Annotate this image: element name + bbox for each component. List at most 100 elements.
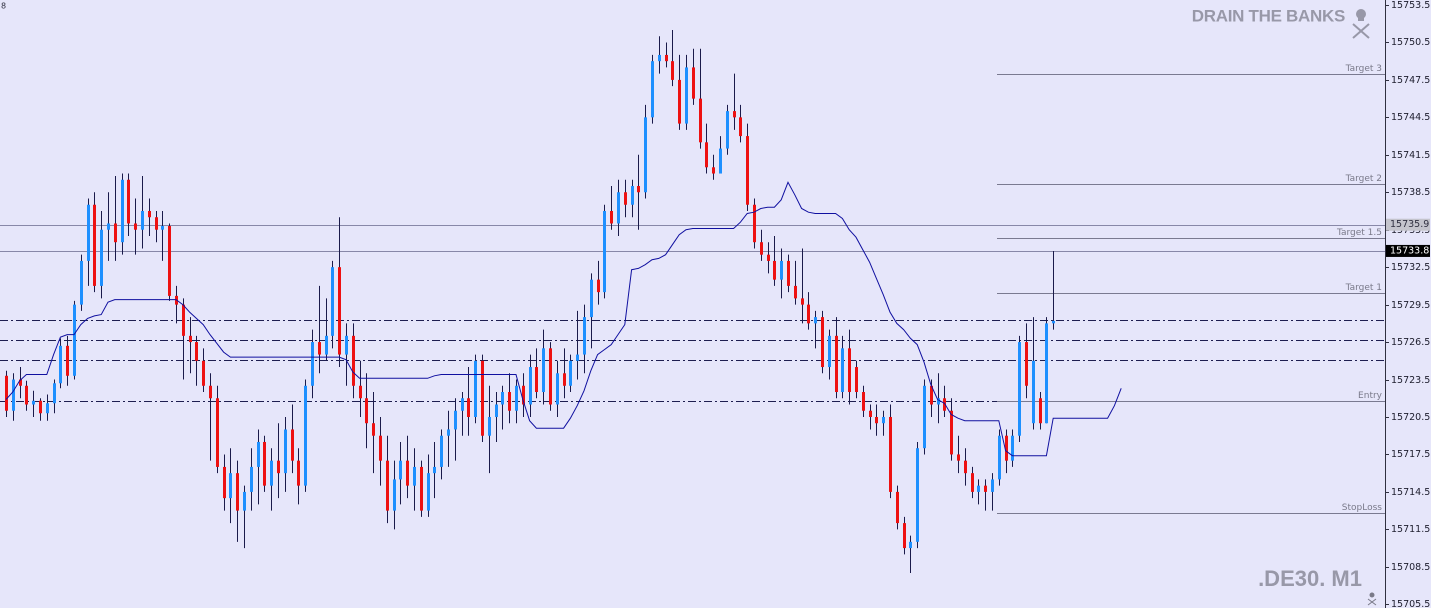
candle-body — [168, 225, 171, 296]
y-tick-label: 15747.5 — [1391, 75, 1430, 86]
candle-body — [563, 373, 566, 386]
candle-body — [127, 179, 130, 224]
candle-body — [19, 379, 22, 386]
candle-body — [848, 348, 851, 393]
candle-body — [433, 466, 436, 474]
candle-body — [882, 416, 885, 424]
candle-body — [529, 367, 532, 405]
candle-body — [209, 385, 212, 399]
candle-body — [807, 304, 810, 324]
candle-body — [556, 373, 559, 405]
candle-body — [195, 342, 198, 361]
y-tick-label: 15744.5 — [1391, 112, 1430, 123]
candle-body — [467, 398, 470, 417]
candle-body — [651, 61, 654, 118]
candle-body — [719, 148, 722, 174]
candle-body — [488, 416, 491, 436]
y-tick-label: 15720.5 — [1391, 412, 1430, 423]
candle-body — [617, 192, 620, 224]
candle-body — [508, 392, 511, 411]
candle-body — [923, 385, 926, 449]
candle-body — [991, 479, 994, 492]
candle-body — [141, 210, 144, 230]
candle-body — [835, 335, 838, 393]
candle-body — [100, 229, 103, 286]
y-tick-label: 15726.5 — [1391, 337, 1430, 348]
candle-body — [1045, 323, 1048, 424]
candle-body — [937, 398, 940, 405]
candle-body — [440, 435, 443, 467]
price-marker-box — [1386, 244, 1430, 257]
candle-body — [93, 204, 96, 286]
candle-body — [828, 335, 831, 368]
candle-body — [107, 223, 110, 230]
candle-body — [325, 335, 328, 355]
candle-body — [603, 210, 606, 293]
candle-body — [297, 460, 300, 486]
candle-body — [644, 117, 647, 193]
candle-body — [998, 435, 1001, 480]
candle-body — [950, 410, 953, 455]
candle-body — [87, 204, 90, 261]
candle-body — [59, 345, 62, 384]
candle-body — [909, 541, 912, 549]
candle-body — [216, 398, 219, 467]
candle-body — [291, 429, 294, 461]
candle-body — [773, 260, 776, 280]
candle-body — [964, 460, 967, 474]
candle-body — [495, 404, 498, 417]
candle-body — [481, 360, 484, 436]
candle-body — [243, 491, 246, 511]
y-tick-label: 15711.5 — [1391, 524, 1430, 535]
candle-body — [386, 460, 389, 511]
candle-body — [685, 67, 688, 124]
candle-body — [787, 260, 790, 286]
candle-body — [794, 285, 797, 299]
candle-body — [889, 416, 892, 492]
candle-body — [671, 61, 674, 80]
candle-body — [359, 385, 362, 399]
candle-body — [304, 385, 307, 486]
candle-body — [345, 335, 348, 355]
candle-body — [53, 383, 56, 404]
candle-body — [318, 342, 321, 355]
y-tick-label: 15705.5 — [1391, 599, 1430, 608]
candle-body — [223, 466, 226, 499]
candle-body — [624, 192, 627, 205]
y-tick-label: 15708.5 — [1391, 562, 1430, 573]
candle-body — [767, 254, 770, 261]
y-tick-label: 15741.5 — [1391, 150, 1430, 161]
corner-label: 8 — [1, 2, 6, 11]
candle-body — [658, 54, 661, 62]
candle-body — [705, 142, 708, 168]
candle-body — [896, 491, 899, 524]
candle-body — [257, 441, 260, 467]
candle-body — [25, 385, 28, 405]
candle-body — [576, 354, 579, 361]
candle-body — [984, 485, 987, 492]
candle-body — [814, 317, 817, 324]
candle-body — [202, 360, 205, 386]
candle-body — [699, 98, 702, 143]
candle-body — [801, 298, 804, 305]
candle-body — [66, 345, 69, 376]
candle-body — [182, 304, 185, 336]
candle-body — [549, 348, 552, 405]
candle-body — [583, 317, 586, 355]
candle-body — [569, 360, 572, 386]
y-tick-label: 15723.5 — [1391, 375, 1430, 386]
candle-body — [372, 423, 375, 436]
candle-body — [73, 304, 76, 376]
candle-body — [780, 260, 783, 280]
candle-body — [875, 416, 878, 424]
candle-body — [277, 460, 280, 474]
target-label: StopLoss — [1342, 503, 1383, 513]
price-marker-label: 15733.8 — [1390, 245, 1429, 256]
candle-body — [855, 367, 858, 393]
skull-icon — [1352, 9, 1370, 39]
candle-body — [148, 210, 151, 218]
candle-body — [311, 342, 314, 386]
candle-body — [821, 317, 824, 368]
